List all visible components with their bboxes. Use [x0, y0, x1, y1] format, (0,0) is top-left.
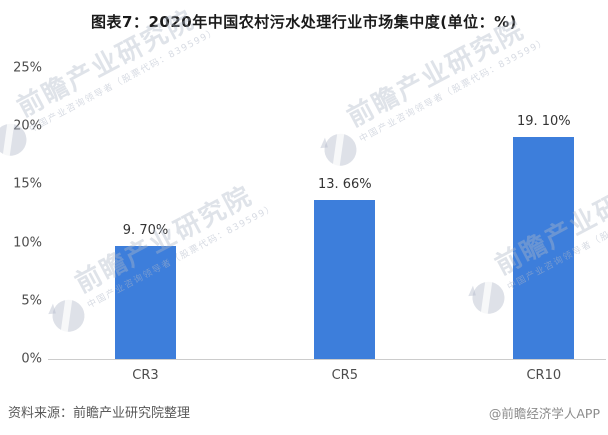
y-axis-tick-label: 0% — [21, 351, 42, 367]
y-axis-tick-label: 15% — [13, 176, 42, 192]
watermark-text-block: 前瞻产业研究院中国产业咨询领导者（股票代码：839599） — [12, 0, 220, 135]
watermark-text: 前瞻产业研究院 — [342, 14, 530, 134]
watermark-subtext: 中国产业咨询领导者（股票代码：839599） — [27, 26, 220, 135]
bar-cr5 — [314, 199, 376, 359]
bar-value-label: 19. 10% — [516, 113, 571, 129]
brand-note: @前瞻经济学人APP — [488, 406, 600, 421]
bar-cr10 — [513, 136, 575, 359]
source-note: 资料来源：前瞻产业研究院整理 — [8, 406, 191, 421]
y-axis-tick-label: 20% — [13, 118, 42, 134]
qianzhan-logo-icon — [468, 274, 505, 321]
x-axis-line — [48, 359, 606, 360]
x-axis-tick-label: CR5 — [331, 368, 358, 383]
y-axis-tick-label: 5% — [21, 293, 42, 309]
x-axis-tick-label: CR3 — [132, 368, 159, 383]
bar-value-label: 13. 66% — [317, 176, 372, 192]
chart-title: 图表7：2020年中国农村污水处理行业市场集中度(单位：%) — [91, 13, 517, 31]
watermark-subtext: 中国产业咨询领导者（股票代码：839599） — [85, 202, 278, 311]
x-axis-tick-label: CR10 — [526, 368, 562, 383]
qianzhan-logo-icon — [48, 292, 85, 339]
qianzhan-logo-icon — [320, 126, 357, 173]
bar-value-label: 9. 70% — [122, 223, 169, 239]
watermark: 前瞻产业研究院中国产业咨询领导者（股票代码：839599） — [0, 0, 225, 166]
y-axis-tick-label: 10% — [13, 235, 42, 251]
y-axis-tick-label: 25% — [13, 60, 42, 76]
watermark-text: 前瞻产业研究院 — [12, 4, 200, 124]
bar-cr3 — [115, 246, 176, 359]
